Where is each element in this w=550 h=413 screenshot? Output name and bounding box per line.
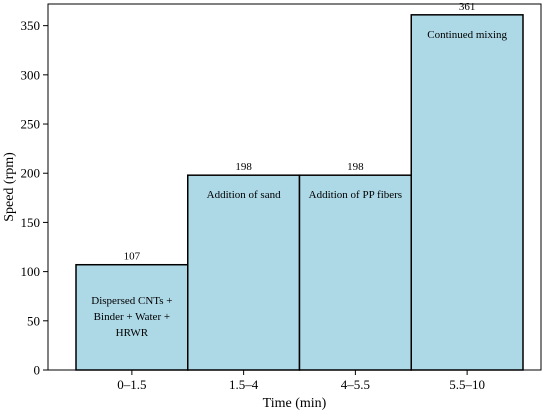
y-axis-label: Speed (rpm)	[2, 152, 17, 222]
y-tick-label-50: 50	[27, 313, 40, 328]
bars	[75, 14, 524, 371]
data-label-1: 107	[124, 251, 141, 263]
bar-4	[410, 14, 524, 371]
y-tick-label-100: 100	[21, 264, 41, 279]
bar-annotations: 107 Dispersed CNTs + Binder + Water + HRWR 1…	[91, 1, 507, 339]
bar-3	[298, 174, 412, 371]
x-tick-label-2: 1.5–4	[229, 377, 259, 392]
y-tick-label-0: 0	[34, 363, 41, 378]
x-tick-label-3: 4–5.5	[341, 377, 370, 392]
data-label-4: 361	[459, 1, 476, 13]
data-label-3: 198	[347, 161, 364, 173]
bar-annotation-1-line-3: HRWR	[116, 327, 149, 339]
y-axis: 0 50 100 150 200 250 300 350	[21, 18, 48, 378]
y-tick-label-250: 250	[21, 117, 41, 132]
bar-annotation-3-line-1: Addition of PP fibers	[309, 189, 402, 201]
x-tick-label-1: 0–1.5	[117, 377, 146, 392]
bar-annotation-1-line-2: Binder + Water +	[94, 311, 170, 323]
bar-1	[75, 263, 189, 371]
y-tick-label-300: 300	[21, 67, 41, 82]
y-tick-label-200: 200	[21, 166, 41, 181]
bar-annotation-1-line-1: Dispersed CNTs +	[91, 295, 172, 307]
bar-annotation-4-line-1: Continued mixing	[427, 29, 507, 41]
y-tick-label-350: 350	[21, 18, 41, 33]
plot-frame	[47, 3, 542, 371]
bar-2	[187, 174, 301, 371]
x-axis-label: Time (min)	[263, 396, 327, 411]
y-tick-label-150: 150	[21, 215, 41, 230]
bar-annotation-2-line-1: Addition of sand	[207, 189, 281, 201]
x-tick-label-4: 5.5–10	[449, 377, 485, 392]
data-label-2: 198	[235, 161, 252, 173]
x-axis: 0–1.5 1.5–4 4–5.5 5.5–10	[117, 370, 485, 392]
